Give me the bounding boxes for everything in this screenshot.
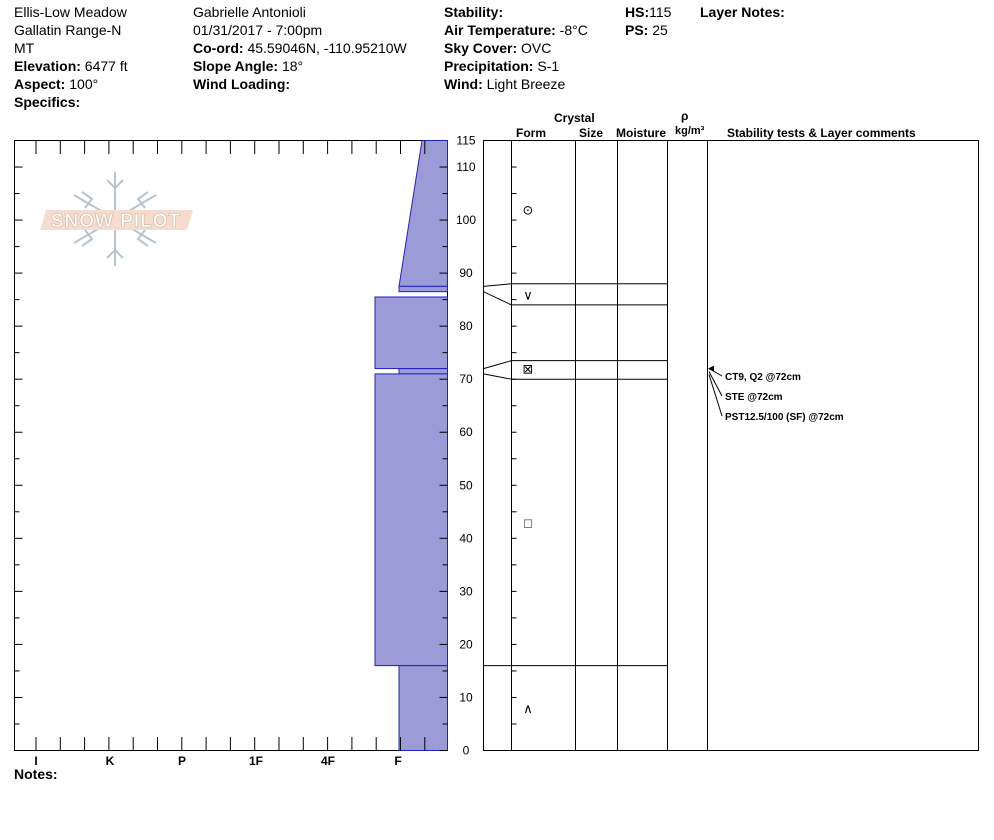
precip-row: Precipitation: S-1 [444, 58, 559, 74]
wind-value: Light Breeze [486, 76, 566, 92]
layer-connector-line [483, 291, 512, 306]
sky-row: Sky Cover: OVC [444, 40, 551, 56]
stability-test-label: STE @72cm [725, 392, 783, 403]
stability-tests-header: Stability tests & Layer comments [727, 126, 916, 140]
elevation-value: 6477 ft [84, 58, 128, 74]
wind-label: Wind: [444, 76, 483, 92]
height-tick-label: 20 [459, 637, 473, 651]
crystal-form-symbol: ∨ [523, 287, 533, 302]
hardness-tick-label: I [34, 754, 37, 768]
stability-test-leader [708, 374, 723, 417]
stability-test-leader [708, 371, 723, 397]
hardness-layer [398, 665, 448, 751]
precip-label: Precipitation: [444, 58, 534, 74]
size-header: Size [579, 126, 604, 140]
height-axis: 0 10 20 30 40 50 60 70 80 90 100 110 115 [14, 134, 517, 758]
height-tick-label: 80 [459, 319, 473, 333]
hardness-ticks: I K P 1F 4F F [34, 140, 426, 768]
stability-test-annotations: CT9, Q2 @72cm STE @72cm PST12.5/100 (SF) @… [708, 365, 844, 423]
precip-value: S-1 [537, 58, 560, 74]
ps-value: 25 [652, 22, 668, 38]
aspect-value: 100° [69, 76, 99, 92]
hardness-layers [374, 140, 448, 751]
crystal-form-symbols: ⊙ ∨ ⊠ □ ∧ [523, 202, 534, 716]
height-tick-label: 50 [459, 478, 473, 492]
wind-row: Wind: Light Breeze [444, 76, 565, 92]
air-temp-value: -8°C [559, 22, 588, 38]
height-tick-label: 40 [459, 531, 473, 545]
logo-banner [40, 210, 193, 230]
slope-value: 18° [281, 58, 304, 74]
hardness-tick-label: 1F [249, 754, 263, 768]
stability-label: Stability: [444, 4, 504, 20]
coord-row: Co-ord: 45.59046N, -110.95210W [193, 40, 407, 56]
hardness-layer [398, 140, 448, 287]
height-tick-label: 70 [459, 372, 473, 386]
elevation-row: Elevation: 6477 ft [14, 58, 128, 74]
specifics-label: Specifics: [14, 94, 81, 110]
crystal-form-symbol: ⊙ [523, 202, 534, 217]
stability-test-label: CT9, Q2 @72cm [725, 372, 801, 383]
hs-label: HS: [625, 4, 650, 20]
notes-label: Notes: [14, 766, 58, 782]
layer-connector-line [483, 360, 512, 370]
layer-notes-label: Layer Notes: [700, 4, 785, 20]
hardness-layer [398, 285, 448, 293]
hardness-tick-label: F [394, 754, 401, 768]
slope-label: Slope Angle: [193, 58, 279, 74]
height-tick-label: 30 [459, 584, 473, 598]
state-name: MT [14, 40, 35, 56]
form-header: Form [516, 126, 546, 140]
observation-datetime: 01/31/2017 - 7:00pm [193, 22, 323, 38]
crystal-form-symbol: ⊠ [523, 362, 534, 377]
stability-test-label: PST12.5/100 (SF) @72cm [725, 412, 844, 423]
observer-name: Gabrielle Antonioli [193, 4, 306, 20]
aspect-label: Aspect: [14, 76, 66, 92]
slope-row: Slope Angle: 18° [193, 58, 303, 74]
hardness-tick-label: K [106, 754, 115, 768]
air-temp-label: Air Temperature: [444, 22, 556, 38]
range-name: Gallatin Range-N [14, 22, 122, 38]
coord-value: 45.59046N, -110.95210W [247, 40, 407, 56]
elevation-label: Elevation: [14, 58, 81, 74]
layer-table-columns [511, 140, 708, 751]
hardness-tick-label: P [178, 754, 186, 768]
stability-test-arrowhead [708, 365, 714, 372]
density-unit-header: kg/m³ [675, 125, 705, 137]
layer-connector-line [483, 373, 512, 380]
crystal-form-symbol: ∧ [523, 701, 533, 716]
hardness-layer [374, 373, 448, 667]
layer-connector-line [483, 283, 512, 287]
coord-label: Co-ord: [193, 40, 244, 56]
snowpilot-logo: SNOW PILOT [40, 172, 193, 266]
sky-value: OVC [521, 40, 552, 56]
air-temp-row: Air Temperature: -8°C [444, 22, 588, 38]
crystal-header: Crystal [554, 111, 595, 125]
sky-label: Sky Cover: [444, 40, 518, 56]
hardness-tick-label: 4F [321, 754, 335, 768]
height-tick-label: 100 [456, 213, 476, 227]
height-tick-label: 115 [456, 134, 475, 148]
layer-table-boundaries [483, 140, 668, 667]
hardness-layer [398, 368, 448, 375]
height-tick-label: 90 [459, 266, 473, 280]
hs-row: HS:115 [625, 4, 671, 20]
height-tick-label: 60 [459, 425, 473, 439]
ps-row: PS: 25 [625, 22, 668, 38]
wind-loading-label: Wind Loading: [193, 76, 291, 92]
rho-header: ρ [681, 109, 689, 123]
hs-value: 115 [649, 4, 672, 20]
hardness-layer [374, 296, 448, 370]
logo-text: SNOW PILOT [51, 211, 181, 232]
moisture-header: Moisture [616, 126, 667, 140]
ps-label: PS: [625, 22, 649, 38]
aspect-row: Aspect: 100° [14, 76, 98, 92]
layer-table-frame [483, 140, 979, 751]
crystal-form-symbol: □ [524, 515, 532, 530]
location-name: Ellis-Low Meadow [14, 4, 127, 20]
height-tick-label: 10 [459, 690, 473, 704]
height-tick-label: 0 [463, 744, 470, 758]
height-tick-label: 110 [456, 160, 475, 174]
